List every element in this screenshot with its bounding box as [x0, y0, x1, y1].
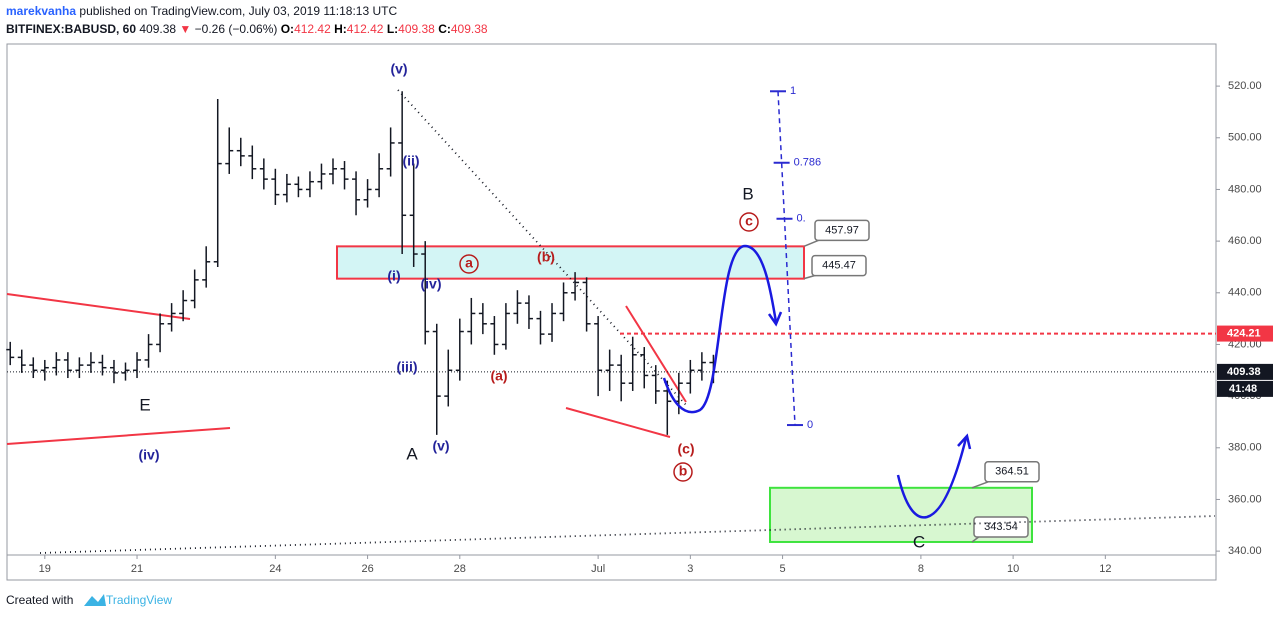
price-tag-label: 409.38: [1227, 366, 1261, 378]
price-tag: [1217, 325, 1273, 342]
wave-label: a: [465, 255, 473, 271]
wave-label: c: [745, 213, 753, 229]
x-tick-label: 5: [780, 563, 786, 575]
trend-line: [565, 407, 671, 438]
wave-label: B: [742, 184, 753, 203]
wave-label: (i): [387, 268, 400, 284]
zone: [336, 245, 805, 280]
h-value: 412.42: [347, 22, 384, 36]
footer: Created with TradingView: [6, 593, 172, 607]
y-tick-label: 340.00: [1228, 545, 1262, 557]
x-tick-label: 10: [1007, 563, 1019, 575]
fib-axis: [777, 91, 796, 426]
projection: [896, 437, 968, 519]
y-tick-label: 440.00: [1228, 287, 1262, 299]
c-key: C:: [438, 22, 451, 36]
wave-label: C: [913, 532, 925, 551]
x-tick-label: 8: [918, 563, 924, 575]
l-key: L:: [387, 22, 398, 36]
callout-box: [814, 219, 870, 242]
o-key: O:: [281, 22, 294, 36]
callout-label: 445.47: [822, 260, 856, 272]
fib-label: 0.: [796, 213, 805, 225]
x-tick-label: 12: [1099, 563, 1111, 575]
x-tick-label: 24: [269, 563, 281, 575]
y-tick-label: 520.00: [1228, 80, 1262, 92]
trend-line: [6, 427, 231, 445]
wave-label: (iii): [397, 359, 418, 375]
published: published on TradingView.com, July 03, 2…: [79, 4, 397, 18]
callout-box: [811, 254, 867, 277]
wave-label: (v): [390, 61, 407, 77]
trend-line: [625, 305, 687, 403]
plot: 340.00360.00380.00400.00420.00440.00460.…: [6, 61, 1273, 575]
trend-line: [39, 515, 1216, 554]
change: −0.26 (−0.06%): [195, 22, 278, 36]
fib-label: 0.786: [794, 157, 822, 169]
price: 409.38: [139, 22, 176, 36]
chart-frame: [6, 43, 1217, 581]
symbol: BITFINEX:BABUSD, 60: [6, 22, 136, 36]
wave-label: (v): [432, 438, 449, 454]
countdown-tag: [1217, 380, 1273, 397]
x-tick-label: 21: [131, 563, 143, 575]
wave-label: E: [139, 395, 150, 414]
wave-label: (ii): [402, 153, 419, 169]
callout-label: 457.97: [825, 224, 859, 236]
wave-label: b: [679, 463, 688, 479]
header-line-2: BITFINEX:BABUSD, 60 409.38 ▼ −0.26 (−0.0…: [6, 22, 488, 36]
callout-box: [984, 461, 1040, 483]
callout-box: [973, 516, 1029, 538]
wave-circle: [459, 254, 479, 274]
wave-label: (c): [677, 441, 694, 457]
x-tick-label: Jul: [591, 563, 605, 575]
h-key: H:: [334, 22, 347, 36]
wave-label: (a): [490, 368, 507, 384]
countdown: 41:48: [1229, 383, 1257, 395]
callout-label: 343.54: [984, 521, 1018, 533]
wave-circle: [739, 212, 759, 232]
footer-text: Created with: [6, 593, 73, 607]
y-tick-label: 460.00: [1228, 235, 1262, 247]
y-tick-label: 500.00: [1228, 132, 1262, 144]
arrow-head: [957, 433, 972, 450]
header-line-1: marekvanha published on TradingView.com,…: [6, 4, 397, 18]
x-tick-label: 3: [687, 563, 693, 575]
l-value: 409.38: [398, 22, 435, 36]
callout-label: 364.51: [995, 466, 1029, 478]
projection: [662, 244, 778, 414]
y-tick-label: 380.00: [1228, 442, 1262, 454]
footer-brand: TradingView: [106, 593, 172, 607]
x-tick-label: 19: [39, 563, 51, 575]
y-tick-label: 480.00: [1228, 183, 1262, 195]
wave-label: (iv): [139, 447, 160, 463]
c-value: 409.38: [451, 22, 488, 36]
fib-label: 1: [790, 85, 796, 97]
wave-label: A: [406, 444, 418, 463]
author: marekvanha: [6, 4, 76, 18]
x-tick-label: 28: [454, 563, 466, 575]
wave-label: (b): [537, 249, 555, 265]
o-value: 412.42: [294, 22, 331, 36]
wave-label: (iv): [421, 276, 442, 292]
y-tick-label: 360.00: [1228, 493, 1262, 505]
fib-label: 0: [807, 419, 813, 431]
x-tick-label: 26: [361, 563, 373, 575]
arrow-head: [767, 311, 783, 327]
trend-line: [397, 89, 687, 406]
price-tag: [1217, 363, 1273, 380]
price-tag-label: 424.21: [1227, 327, 1261, 339]
logo: [84, 594, 106, 606]
wave-circle: [673, 462, 693, 482]
arrow: ▼: [179, 22, 191, 36]
